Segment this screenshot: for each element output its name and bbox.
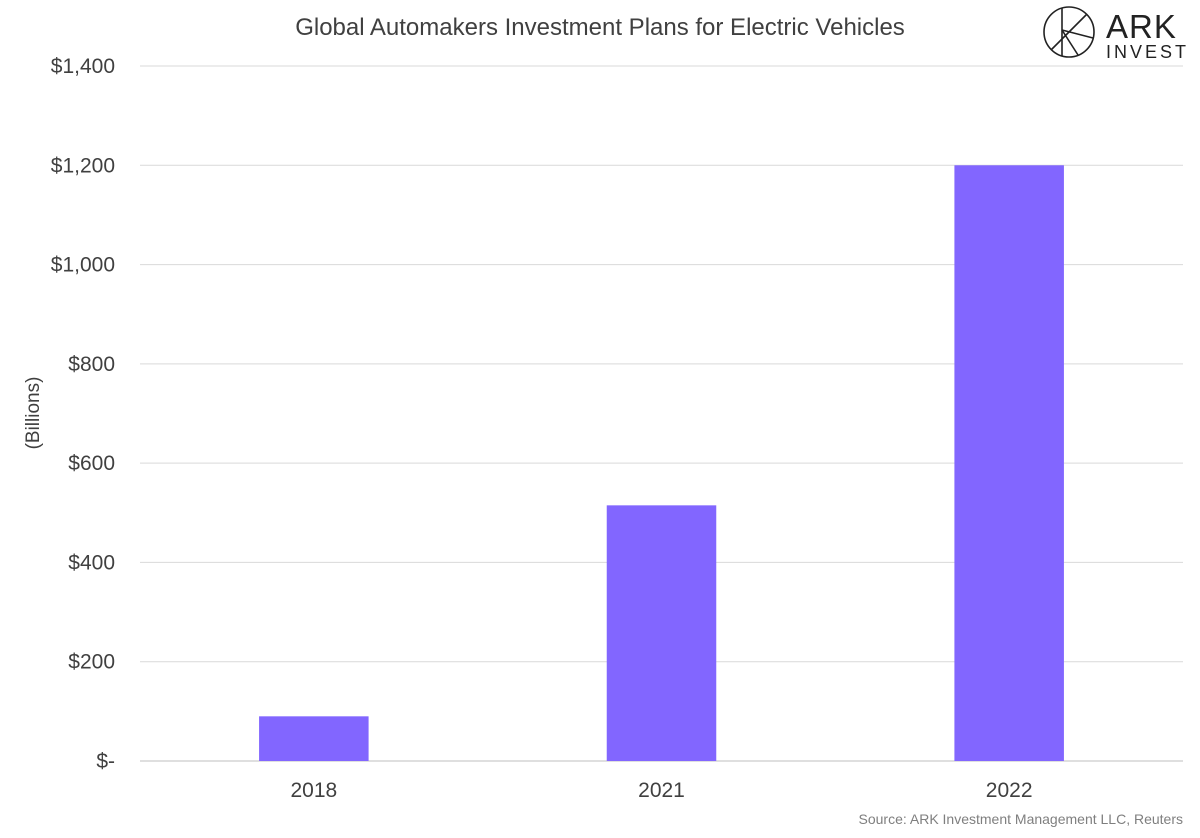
y-tick-label: $-: [96, 750, 115, 773]
chart-title: Global Automakers Investment Plans for E…: [295, 14, 905, 41]
y-tick-label: $600: [68, 452, 115, 475]
logo-sub: INVEST: [1106, 42, 1189, 62]
x-tick-label: 2018: [290, 779, 337, 802]
bar-2021: [606, 505, 717, 761]
y-tick-labels: $- $200 $400 $600 $800 $1,000 $1,200 $1,400: [51, 55, 115, 773]
bar-2022: [954, 165, 1064, 762]
y-axis-label: (Billions): [23, 377, 44, 450]
bars: [259, 165, 1064, 762]
x-tick-label: 2021: [638, 779, 685, 802]
y-tick-label: $200: [68, 651, 115, 674]
x-tick-label: 2022: [986, 779, 1033, 802]
ark-logo-icon: [1043, 6, 1095, 58]
y-tick-label: $1,200: [51, 154, 115, 177]
logo-name: ARK: [1106, 8, 1177, 45]
source-note: Source: ARK Investment Management LLC, R…: [859, 811, 1184, 827]
ark-invest-logo: ARK INVEST: [1043, 6, 1189, 62]
y-tick-label: $1,000: [51, 254, 115, 277]
x-tick-labels: 2018 2021 2022: [290, 779, 1032, 802]
bar-2018: [259, 716, 369, 761]
y-tick-label: $400: [68, 551, 115, 574]
y-tick-label: $1,400: [51, 55, 115, 78]
y-tick-label: $800: [68, 353, 115, 376]
